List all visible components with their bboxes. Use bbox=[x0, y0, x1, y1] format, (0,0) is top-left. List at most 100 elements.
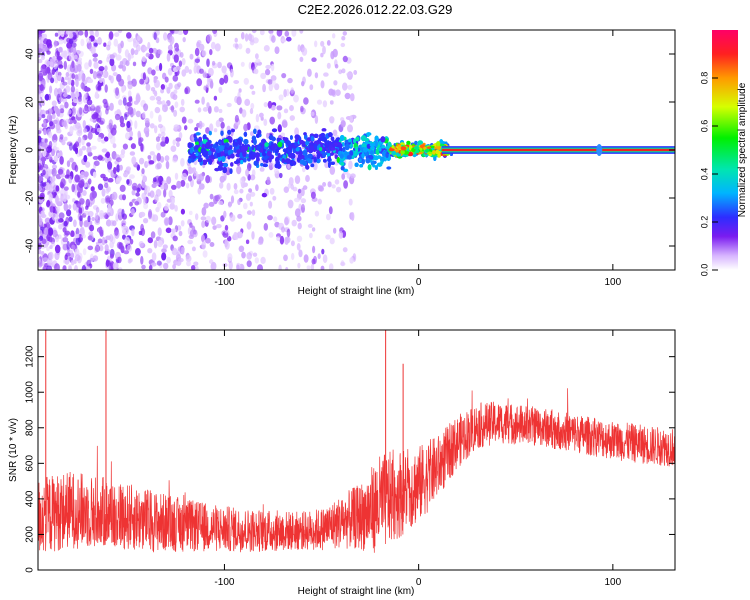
noise-dot bbox=[115, 213, 119, 222]
signal-dot bbox=[388, 148, 395, 152]
signal-dot bbox=[330, 161, 336, 165]
noise-dot bbox=[234, 37, 238, 43]
noise-dot bbox=[171, 184, 177, 190]
noise-dot bbox=[147, 248, 153, 254]
signal-dot bbox=[321, 146, 325, 152]
signal-dot bbox=[195, 152, 199, 157]
noise-dot bbox=[268, 83, 273, 92]
colorbar-gradient bbox=[712, 30, 738, 270]
noise-dot bbox=[151, 252, 157, 262]
noise-dot bbox=[287, 183, 292, 189]
noise-dot bbox=[63, 186, 69, 191]
noise-dot bbox=[173, 54, 179, 63]
signal-dot bbox=[219, 145, 224, 152]
noise-dot bbox=[119, 164, 123, 171]
signal-dot bbox=[330, 136, 335, 142]
noise-dot bbox=[201, 241, 206, 250]
noise-dot bbox=[269, 116, 276, 125]
noise-dot bbox=[185, 182, 190, 189]
noise-dot bbox=[206, 102, 210, 109]
noise-dot bbox=[283, 254, 288, 262]
noise-dot bbox=[195, 213, 199, 221]
signal-dot bbox=[236, 159, 240, 164]
noise-dot bbox=[109, 58, 115, 67]
noise-dot bbox=[202, 250, 208, 258]
noise-dot bbox=[176, 141, 180, 147]
noise-dot bbox=[63, 60, 67, 70]
noise-dot bbox=[206, 34, 212, 43]
noise-dot bbox=[291, 30, 297, 37]
noise-dot bbox=[198, 183, 205, 190]
noise-dot bbox=[218, 200, 224, 205]
noise-dot bbox=[48, 227, 54, 237]
noise-dot bbox=[69, 63, 76, 73]
noise-dot bbox=[144, 117, 150, 124]
noise-dot bbox=[221, 65, 227, 74]
signal-dot bbox=[202, 159, 208, 165]
noise-dot bbox=[78, 180, 85, 189]
noise-dot bbox=[277, 124, 282, 133]
signal-dot bbox=[343, 168, 349, 172]
noise-dot bbox=[224, 238, 228, 248]
noise-dot bbox=[131, 182, 138, 191]
noise-dot bbox=[145, 52, 150, 58]
noise-dot bbox=[201, 96, 205, 105]
noise-dot bbox=[181, 58, 186, 66]
noise-dot bbox=[177, 31, 183, 35]
noise-dot bbox=[147, 67, 153, 75]
noise-dot bbox=[118, 78, 125, 87]
noise-dot bbox=[194, 127, 199, 131]
noise-dot bbox=[156, 152, 161, 162]
noise-dot bbox=[87, 215, 91, 223]
noise-dot bbox=[342, 247, 348, 253]
noise-dot bbox=[186, 260, 191, 267]
noise-dot bbox=[107, 161, 113, 170]
noise-dot bbox=[117, 30, 123, 34]
y-tick-label: 0 bbox=[25, 147, 36, 153]
signal-dot bbox=[359, 164, 364, 168]
signal-dot bbox=[194, 137, 198, 142]
signal-dot bbox=[206, 158, 210, 162]
noise-dot bbox=[254, 257, 259, 264]
noise-dot bbox=[51, 113, 56, 120]
signal-dot bbox=[414, 140, 418, 145]
noise-dot bbox=[177, 257, 184, 263]
noise-dot bbox=[108, 122, 113, 130]
y-tick-label: 1200 bbox=[25, 345, 36, 368]
noise-dot bbox=[191, 246, 196, 252]
noise-dot bbox=[150, 87, 156, 92]
noise-dot bbox=[353, 70, 358, 75]
noise-dot bbox=[104, 84, 108, 93]
noise-dot bbox=[303, 97, 309, 105]
noise-dot bbox=[172, 139, 176, 146]
noise-dot bbox=[143, 203, 149, 210]
noise-dot bbox=[58, 38, 64, 45]
noise-dot bbox=[289, 115, 295, 121]
signal-dot bbox=[323, 158, 327, 163]
noise-dot bbox=[310, 263, 315, 270]
chart-title: C2E2.2026.012.22.03.G29 bbox=[297, 2, 453, 17]
noise-dot bbox=[301, 81, 305, 87]
noise-dot bbox=[56, 206, 61, 213]
noise-dot bbox=[68, 53, 75, 61]
noise-dot bbox=[136, 35, 141, 41]
noise-dot bbox=[255, 113, 260, 123]
noise-dot bbox=[96, 38, 103, 44]
noise-dot bbox=[134, 201, 140, 206]
signal-dot bbox=[340, 162, 345, 166]
noise-dot bbox=[166, 87, 171, 94]
noise-dot bbox=[281, 38, 287, 43]
noise-dot bbox=[53, 62, 58, 70]
noise-dot bbox=[218, 86, 223, 94]
noise-dot bbox=[65, 216, 70, 226]
noise-dot bbox=[321, 248, 325, 255]
x-tick-label: 100 bbox=[605, 577, 622, 588]
noise-dot bbox=[112, 262, 119, 270]
noise-dot bbox=[91, 145, 97, 150]
signal-dot bbox=[294, 134, 300, 140]
noise-dot bbox=[120, 122, 126, 128]
noise-dot bbox=[43, 128, 47, 136]
noise-dot bbox=[80, 171, 85, 179]
noise-dot bbox=[176, 65, 181, 71]
